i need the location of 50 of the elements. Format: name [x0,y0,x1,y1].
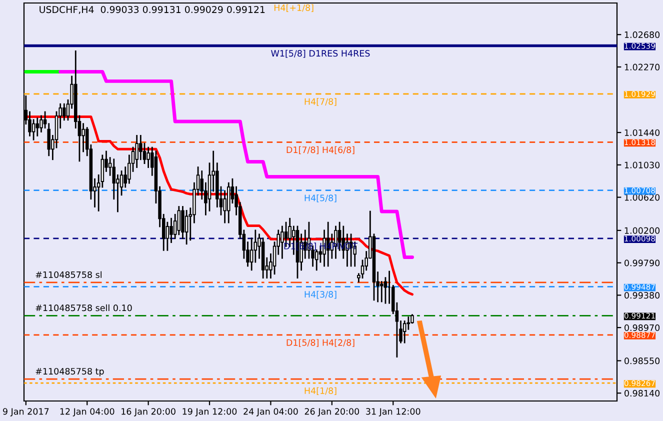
y-tick-label: 1.00620 [624,194,660,201]
candlestick [135,134,138,168]
candlestick [177,206,181,236]
x-tick-label: 19 Jan 12:00 [182,408,237,416]
candlestick [170,218,173,243]
y-tick-label: 0.98140 [624,390,660,397]
candlestick [402,320,406,344]
y-tick-label: 1.00200 [624,227,660,234]
ref-line-label: H4[3/8] [304,290,336,299]
candlestick [47,123,50,156]
candlestick [40,115,43,132]
y-tick-label: 0.98550 [624,358,660,364]
x-tick-label: 12 Jan 04:00 [60,408,114,416]
x-tick-label: 16 Jan 20:00 [122,408,176,416]
ref-line-label: D1[7/8] H4[6/8] [286,146,354,154]
candlestick [280,226,284,259]
x-tick-label: 9 Jan 2017 [3,408,49,416]
y-tick-label: 0.99790 [624,260,660,266]
candlestick [146,146,150,168]
ref-line-label: H4[5/8] [304,194,336,202]
y-tick-label: 1.02270 [624,64,660,70]
ref-line-label: D1[5/8] H4[2/8] [286,339,354,347]
y-tick-label: 0.98970 [624,324,660,332]
candlestick [36,118,40,136]
candlestick [82,123,85,152]
x-tick-label: 31 Jan 12:00 [366,408,420,416]
candlestick [32,119,36,140]
ref-line-label: #110485758 sell 0.10 [36,304,132,312]
candlestick [139,134,142,160]
y-tick-label: 1.01440 [624,129,660,136]
line-series [58,70,414,260]
ref-line-label: #110485758 tp [36,368,104,376]
candlestick [223,190,226,224]
candlestick [227,182,230,224]
ref-line-label: H4[7/8] [304,98,336,106]
ref-line-label: H4[1/8] [304,387,336,396]
candlestick [314,249,318,271]
ref-line-label: #110485758 sl [36,271,102,278]
candlestick [62,103,66,121]
y-tick-label: 0.99380 [624,292,660,299]
y-tick-label: 1.02680 [624,31,660,38]
x-tick-label: 24 Jan 04:00 [244,408,298,416]
annotation: H4[+1/8] [274,4,314,12]
candlestick [166,222,170,251]
x-tick-label: 26 Jan 20:00 [304,408,360,416]
y-tick-label: 1.01030 [624,162,660,168]
ref-line-label: W1[5/8] D1RES H4RES [271,50,370,58]
chart-title: USDCHF,H4 0.99033 0.99131 0.99029 0.99121 [40,6,265,14]
candlestick [184,210,188,245]
candlestick [380,281,384,302]
